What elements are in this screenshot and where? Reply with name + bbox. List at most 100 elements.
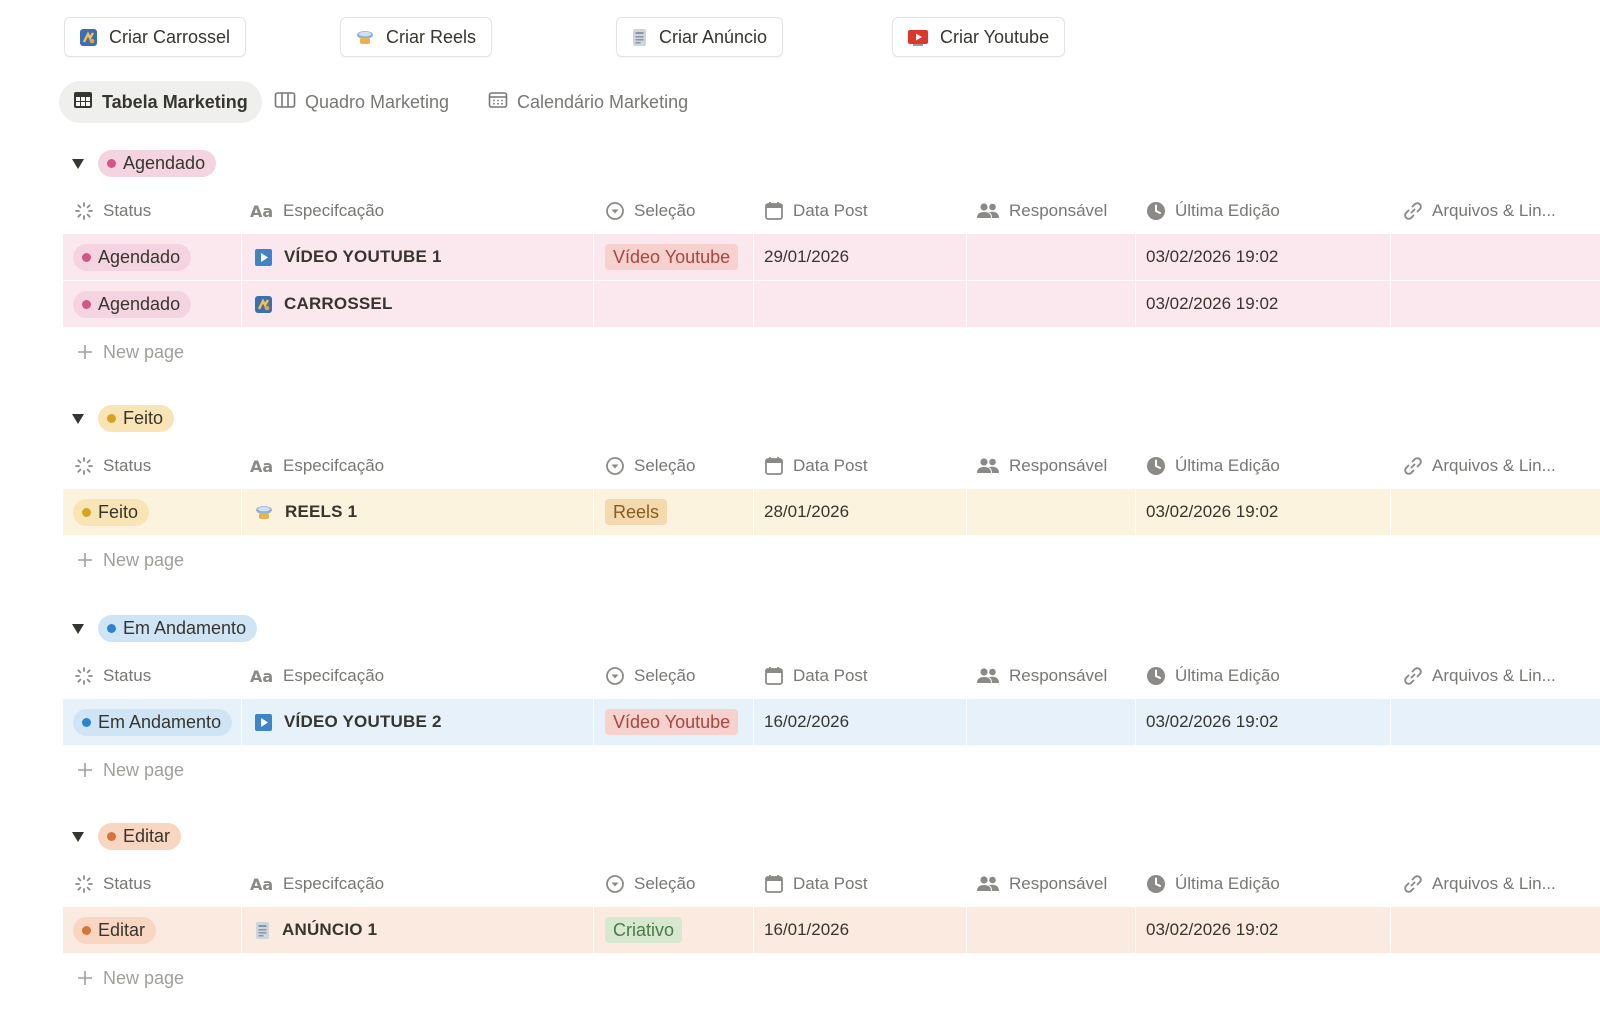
table-row[interactable]: Em Andamento VÍDEO YOUTUBE 2 Vídeo Youtub… <box>63 699 1600 746</box>
column-header-status[interactable]: Status <box>74 654 151 698</box>
column-header-files[interactable]: Arquivos & Lin... <box>1403 189 1556 233</box>
table-row[interactable]: Editar ANÚNCIO 1 Criativo 16/01/2026 03/0… <box>63 907 1600 954</box>
column-header-owner[interactable]: Responsável <box>976 862 1107 906</box>
selection-cell[interactable]: Criativo <box>594 907 754 953</box>
column-header-edited[interactable]: Última Edição <box>1146 444 1280 488</box>
column-header-selection[interactable]: Seleção <box>605 444 695 488</box>
owner-cell[interactable] <box>967 699 1136 745</box>
row-title[interactable]: VÍDEO YOUTUBE 2 <box>284 712 442 731</box>
group-header-tag[interactable]: Agendado <box>98 150 217 177</box>
group-toggle-icon[interactable] <box>71 622 85 634</box>
status-badge: Editar <box>73 916 157 944</box>
date-cell[interactable] <box>754 281 967 327</box>
owner-cell[interactable] <box>967 907 1136 953</box>
date-cell[interactable]: 16/02/2026 <box>754 699 967 745</box>
people-icon <box>976 667 1000 685</box>
files-cell[interactable] <box>1391 907 1600 953</box>
status-cell[interactable]: Agendado <box>63 281 242 327</box>
column-header-spec[interactable]: Aa Especifcação <box>250 862 384 906</box>
status-cell[interactable]: Editar <box>63 907 242 953</box>
selection-cell[interactable]: Vídeo Youtube <box>594 699 754 745</box>
title-cell[interactable]: REELS 1 <box>242 489 594 535</box>
group-toggle-icon[interactable] <box>71 412 85 424</box>
group-header-tag[interactable]: Em Andamento <box>98 615 258 642</box>
owner-cell[interactable] <box>967 489 1136 535</box>
selection-cell[interactable] <box>594 281 754 327</box>
new-page-button[interactable]: New page <box>77 963 184 993</box>
date-cell[interactable]: 16/01/2026 <box>754 907 967 953</box>
status-icon <box>74 456 94 476</box>
group-header-tag[interactable]: Feito <box>98 405 175 432</box>
create-ad-label: Criar Anúncio <box>659 26 768 47</box>
date-cell[interactable]: 28/01/2026 <box>754 489 967 535</box>
create-reels-button[interactable]: Criar Reels <box>340 17 493 57</box>
column-header-selection[interactable]: Seleção <box>605 654 695 698</box>
status-icon <box>74 874 94 894</box>
column-header-date[interactable]: Data Post <box>764 862 868 906</box>
status-cell[interactable]: Em Andamento <box>63 699 242 745</box>
title-cell[interactable]: ANÚNCIO 1 <box>242 907 594 953</box>
row-title[interactable]: ANÚNCIO 1 <box>282 920 378 939</box>
date-cell[interactable]: 29/01/2026 <box>754 234 967 280</box>
owner-cell[interactable] <box>967 234 1136 280</box>
column-header-edited[interactable]: Última Edição <box>1146 862 1280 906</box>
selection-cell[interactable]: Vídeo Youtube <box>594 234 754 280</box>
last-edited-value: 03/02/2026 19:02 <box>1146 920 1279 939</box>
column-header-selection[interactable]: Seleção <box>605 862 695 906</box>
create-youtube-button[interactable]: Criar Youtube <box>892 17 1066 57</box>
column-header-date[interactable]: Data Post <box>764 654 868 698</box>
owner-cell[interactable] <box>967 281 1136 327</box>
column-header-status[interactable]: Status <box>74 862 151 906</box>
tab-quadro-marketing[interactable]: Quadro Marketing <box>260 81 463 123</box>
selection-cell[interactable]: Reels <box>594 489 754 535</box>
row-title[interactable]: VÍDEO YOUTUBE 1 <box>284 247 442 266</box>
group-toggle-icon[interactable] <box>71 830 85 842</box>
new-page-button[interactable]: New page <box>77 337 184 367</box>
row-title[interactable]: REELS 1 <box>285 502 358 521</box>
column-header-files[interactable]: Arquivos & Lin... <box>1403 862 1556 906</box>
new-page-button[interactable]: New page <box>77 545 184 575</box>
row-title[interactable]: CARROSSEL <box>284 294 393 313</box>
group-header-tag[interactable]: Editar <box>98 823 182 850</box>
files-cell[interactable] <box>1391 699 1600 745</box>
column-header-status[interactable]: Status <box>74 444 151 488</box>
column-header-files[interactable]: Arquivos & Lin... <box>1403 654 1556 698</box>
status-dot <box>107 414 116 423</box>
column-header-label: Data Post <box>793 666 868 685</box>
text-property-icon: Aa <box>250 875 274 893</box>
title-cell[interactable]: VÍDEO YOUTUBE 2 <box>242 699 594 745</box>
clock-icon <box>1146 666 1166 686</box>
tab-tabela-marketing[interactable]: Tabela Marketing <box>59 81 262 123</box>
column-header-owner[interactable]: Responsável <box>976 444 1107 488</box>
status-cell[interactable]: Agendado <box>63 234 242 280</box>
files-cell[interactable] <box>1391 489 1600 535</box>
column-header-spec[interactable]: Aa Especifcação <box>250 654 384 698</box>
table-row[interactable]: Agendado CARROSSEL 03/02/2026 19:02 <box>63 281 1600 328</box>
column-header-owner[interactable]: Responsável <box>976 189 1107 233</box>
column-header-status[interactable]: Status <box>74 189 151 233</box>
title-cell[interactable]: CARROSSEL <box>242 281 594 327</box>
column-header-date[interactable]: Data Post <box>764 444 868 488</box>
column-header-files[interactable]: Arquivos & Lin... <box>1403 444 1556 488</box>
selection-tag: Vídeo Youtube <box>605 244 739 270</box>
column-header-spec[interactable]: Aa Especifcação <box>250 189 384 233</box>
create-carousel-button[interactable]: Criar Carrossel <box>64 17 247 57</box>
column-header-edited[interactable]: Última Edição <box>1146 654 1280 698</box>
column-header-edited[interactable]: Última Edição <box>1146 189 1280 233</box>
column-header-date[interactable]: Data Post <box>764 189 868 233</box>
tab-calendario-marketing[interactable]: Calendário Marketing <box>474 81 702 123</box>
files-cell[interactable] <box>1391 281 1600 327</box>
column-header-spec[interactable]: Aa Especifcação <box>250 444 384 488</box>
text-property-icon: Aa <box>250 202 274 220</box>
new-page-button[interactable]: New page <box>77 755 184 785</box>
title-cell[interactable]: VÍDEO YOUTUBE 1 <box>242 234 594 280</box>
column-header-owner[interactable]: Responsável <box>976 654 1107 698</box>
table-row[interactable]: Agendado VÍDEO YOUTUBE 1 Vídeo Youtube 29… <box>63 234 1600 281</box>
create-ad-button[interactable]: Criar Anúncio <box>616 17 784 57</box>
files-cell[interactable] <box>1391 234 1600 280</box>
group-toggle-icon[interactable] <box>71 157 85 169</box>
status-cell[interactable]: Feito <box>63 489 242 535</box>
column-header-selection[interactable]: Seleção <box>605 189 695 233</box>
column-header-label: Status <box>103 874 152 893</box>
table-row[interactable]: Feito REELS 1 Reels 28/01/2026 03/02/2026… <box>63 489 1600 536</box>
